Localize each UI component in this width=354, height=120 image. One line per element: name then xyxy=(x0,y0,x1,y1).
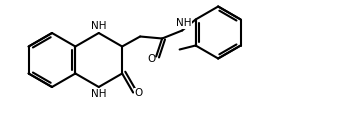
Text: NH: NH xyxy=(91,89,107,99)
Text: NH: NH xyxy=(91,21,107,31)
Text: O: O xyxy=(147,54,155,65)
Text: NH: NH xyxy=(176,18,192,29)
Text: O: O xyxy=(134,88,142,98)
